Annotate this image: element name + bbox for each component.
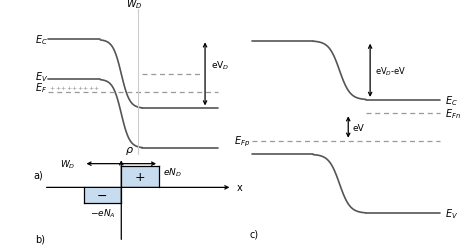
Text: +: + (88, 85, 93, 90)
Text: x: x (237, 183, 242, 192)
Text: eV$_D$: eV$_D$ (211, 59, 230, 72)
Text: $E_V$: $E_V$ (445, 206, 458, 220)
Text: +: + (55, 85, 60, 90)
Text: +: + (135, 170, 146, 183)
Text: $eN_D$: $eN_D$ (163, 165, 182, 178)
Text: $E_C$: $E_C$ (445, 94, 457, 107)
Text: $-eN_A$: $-eN_A$ (89, 207, 115, 219)
Text: $E_V$: $E_V$ (35, 70, 49, 84)
Text: $\rho$: $\rho$ (126, 145, 134, 157)
Text: +: + (71, 85, 77, 90)
Text: +: + (77, 85, 82, 90)
Text: +: + (50, 85, 55, 90)
Text: +: + (82, 85, 88, 90)
Bar (121, 166, 159, 188)
Text: eV$_D$-eV: eV$_D$-eV (375, 65, 406, 77)
Text: +: + (93, 85, 99, 90)
Text: $W_D$: $W_D$ (126, 0, 142, 11)
Text: c): c) (250, 228, 259, 238)
Text: $E_{Fp}$: $E_{Fp}$ (234, 134, 250, 148)
Text: a): a) (33, 170, 43, 179)
Text: +: + (66, 85, 71, 90)
Bar (84, 188, 121, 204)
Text: $E_{Fn}$: $E_{Fn}$ (445, 107, 460, 121)
Text: −: − (97, 189, 108, 202)
Text: $W_D$: $W_D$ (60, 158, 75, 170)
Text: $E_F$: $E_F$ (35, 81, 48, 95)
Text: eV: eV (353, 123, 364, 132)
Text: b): b) (35, 234, 45, 244)
Text: +: + (60, 85, 66, 90)
Text: $E_C$: $E_C$ (35, 34, 48, 47)
